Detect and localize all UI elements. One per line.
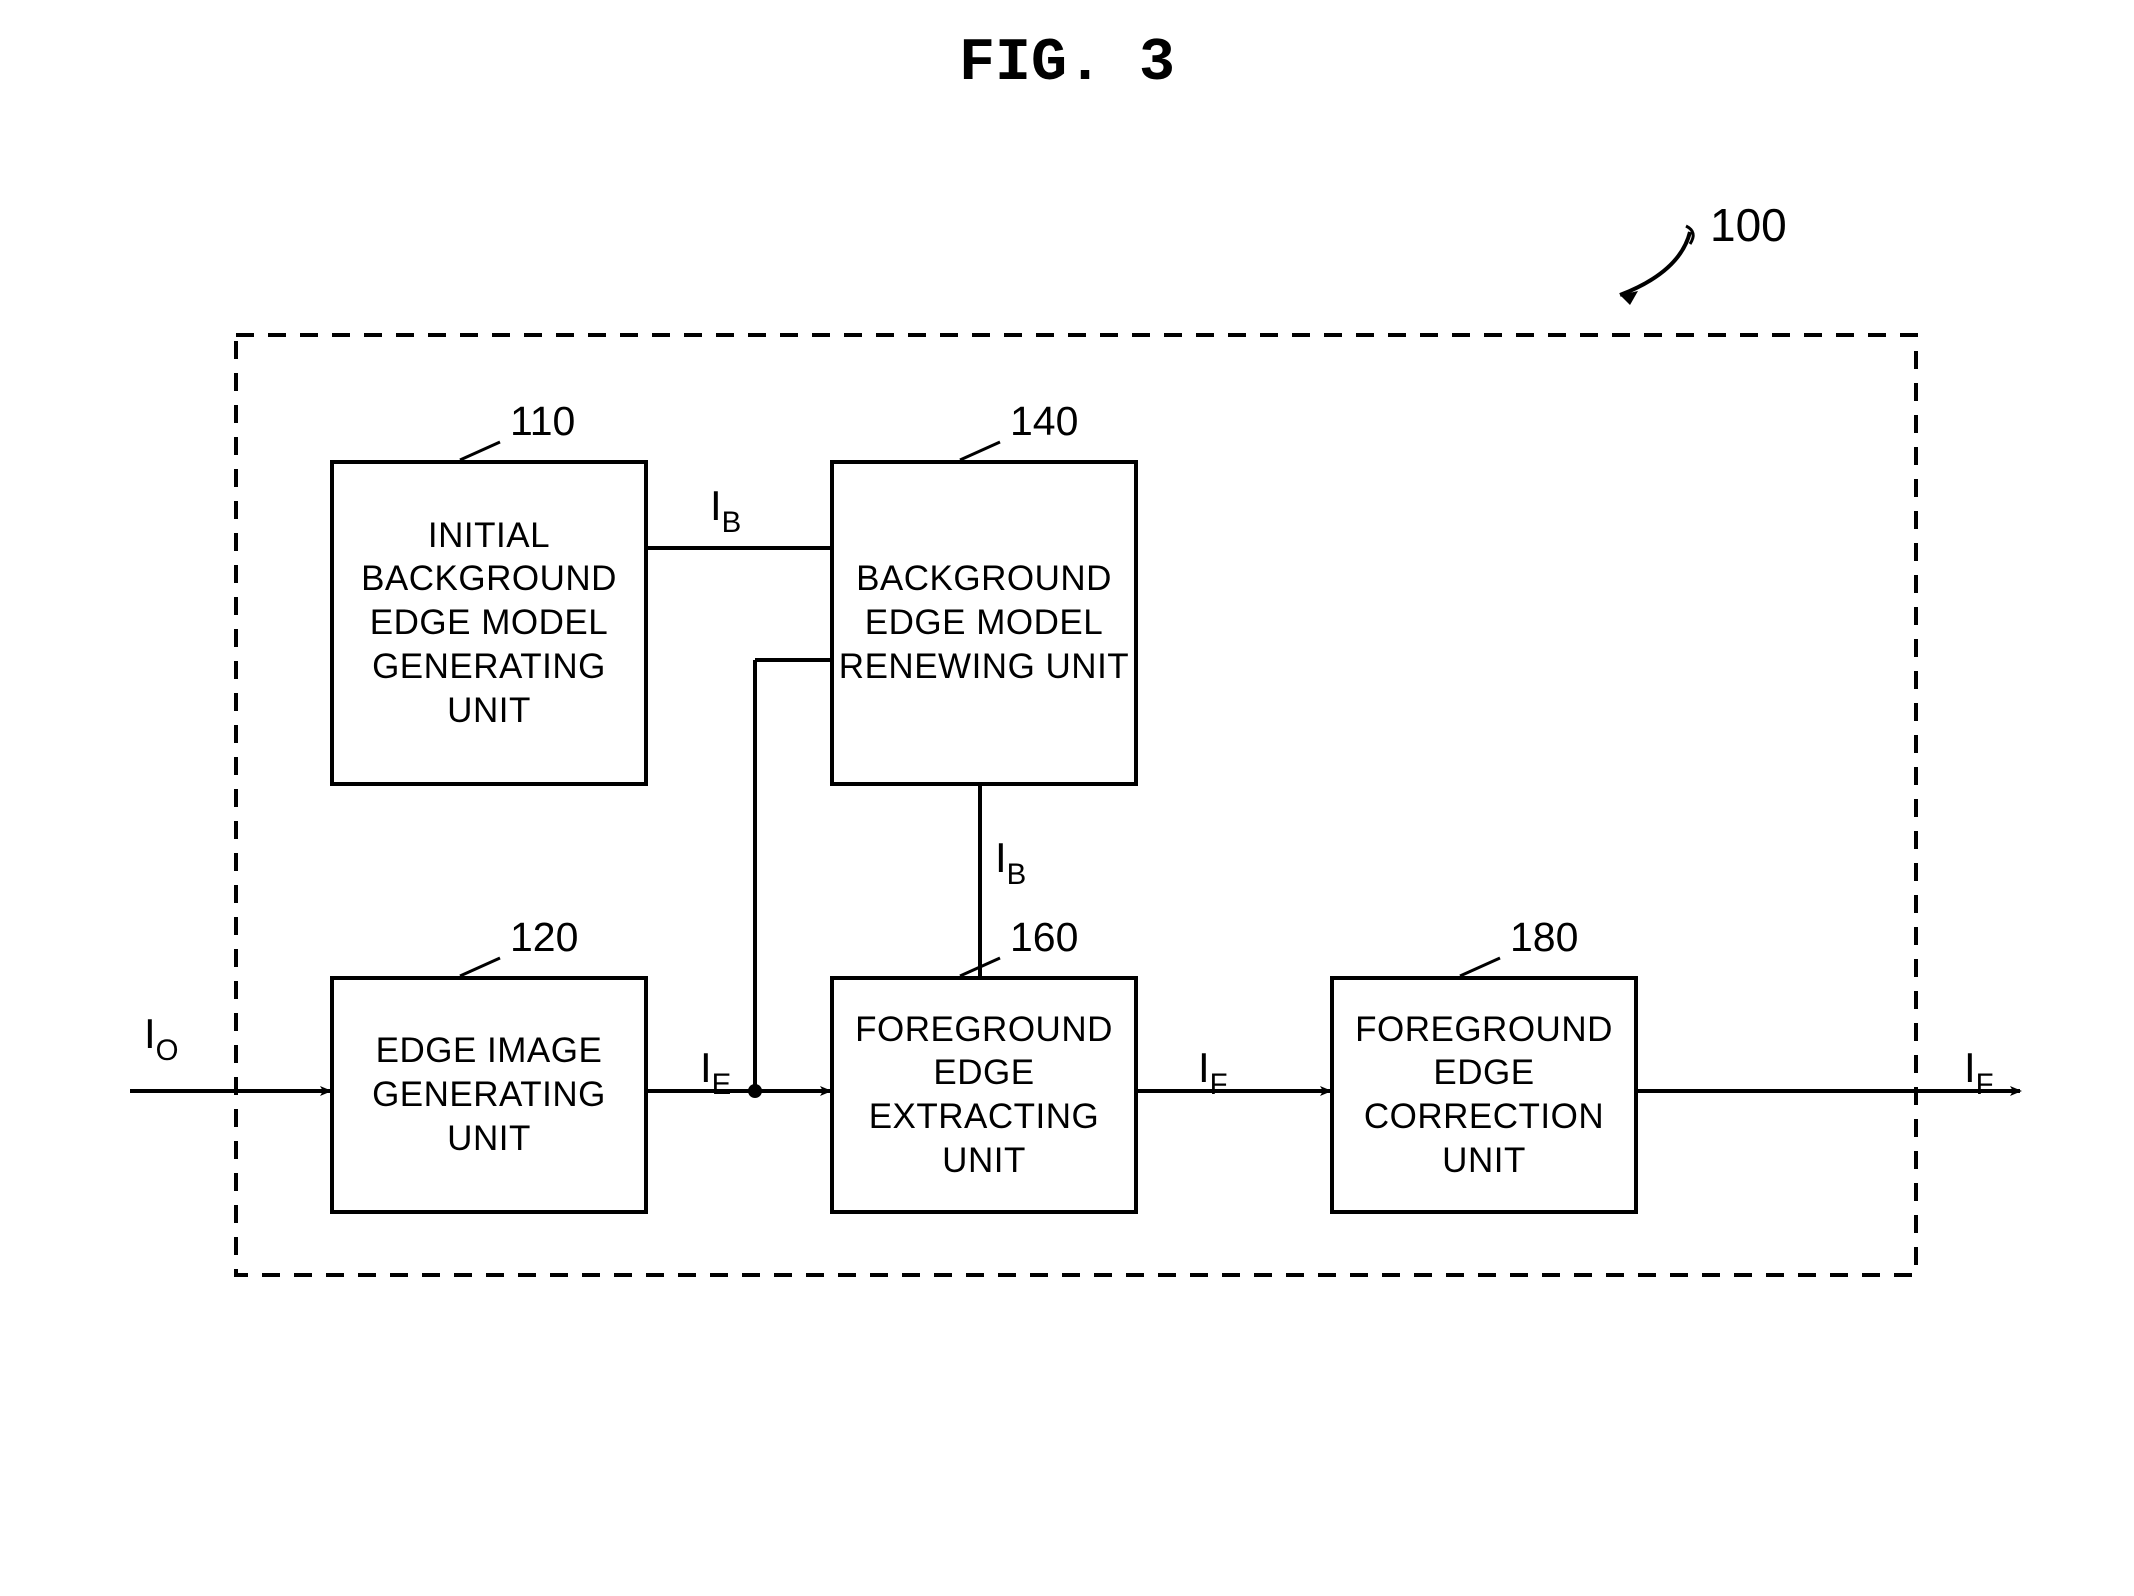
- signal-sub: F: [1976, 1068, 1994, 1101]
- signal-main: I: [710, 482, 722, 529]
- signal-main: I: [1964, 1044, 1976, 1091]
- signal-if-mid-label: IF: [1198, 1044, 1228, 1099]
- signal-io-label: IO: [144, 1010, 179, 1065]
- signal-ib-mid-label: IB: [995, 834, 1026, 889]
- edge-image-generating-unit-box: EDGE IMAGE GENERATING UNIT: [330, 976, 648, 1214]
- box-label: FOREGROUND EDGE CORRECTION UNIT: [1334, 1008, 1634, 1183]
- signal-sub: O: [156, 1034, 179, 1067]
- signal-if-out-label: IF: [1964, 1044, 1994, 1099]
- ref-110: 110: [510, 398, 575, 445]
- foreground-edge-extracting-unit-box: FOREGROUND EDGE EXTRACTING UNIT: [830, 976, 1138, 1214]
- signal-sub: B: [722, 506, 742, 539]
- background-edge-model-renewing-unit-box: BACKGROUND EDGE MODEL RENEWING UNIT: [830, 460, 1138, 786]
- ref-120: 120: [510, 914, 578, 961]
- signal-ib-top-label: IB: [710, 482, 741, 537]
- signal-main: I: [1198, 1044, 1210, 1091]
- signal-sub: E: [712, 1068, 732, 1101]
- signal-sub: B: [1007, 858, 1027, 891]
- signal-main: I: [700, 1044, 712, 1091]
- initial-background-edge-model-generating-unit-box: INITIAL BACKGROUND EDGE MODEL GENERATING…: [330, 460, 648, 786]
- ref-140: 140: [1010, 398, 1078, 445]
- signal-main: I: [995, 834, 1007, 881]
- signal-main: I: [144, 1010, 156, 1057]
- box-label: BACKGROUND EDGE MODEL RENEWING UNIT: [834, 557, 1134, 688]
- box-label: EDGE IMAGE GENERATING UNIT: [334, 1029, 644, 1160]
- ref-160: 160: [1010, 914, 1078, 961]
- foreground-edge-correction-unit-box: FOREGROUND EDGE CORRECTION UNIT: [1330, 976, 1638, 1214]
- signal-sub: F: [1210, 1068, 1228, 1101]
- diagram-svg-layer: [0, 0, 2134, 1596]
- signal-ie-label: IE: [700, 1044, 731, 1099]
- box-label: INITIAL BACKGROUND EDGE MODEL GENERATING…: [334, 514, 644, 733]
- ref-180: 180: [1510, 914, 1578, 961]
- figure-3-diagram: FIG. 3 100 INITIAL BACKGROUND EDGE MODEL…: [0, 0, 2134, 1596]
- box-label: FOREGROUND EDGE EXTRACTING UNIT: [834, 1008, 1134, 1183]
